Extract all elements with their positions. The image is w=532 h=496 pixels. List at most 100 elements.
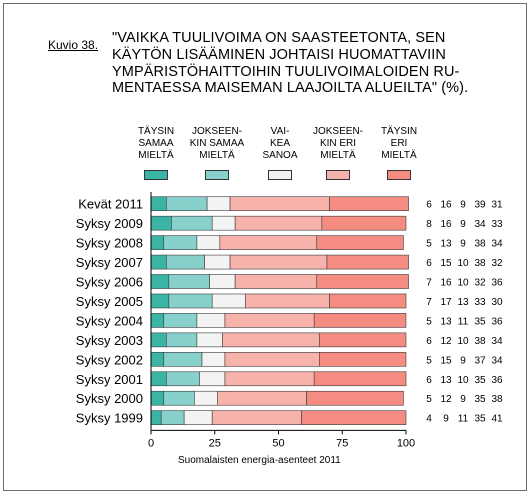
value-label: 13 xyxy=(440,316,452,327)
value-label: 9 xyxy=(443,414,449,425)
value-label: 9 xyxy=(460,219,466,230)
value-label: 11 xyxy=(458,316,469,327)
bar-segment xyxy=(234,215,323,231)
bar-segment xyxy=(329,293,407,309)
value-label: 35 xyxy=(474,316,486,327)
bar-segment xyxy=(171,215,213,231)
bar-segment xyxy=(150,352,165,367)
category-label: Syksy 2003 xyxy=(76,333,143,348)
category-label: Syksy 2007 xyxy=(76,255,143,270)
bar-segment xyxy=(211,293,246,309)
bar-segment xyxy=(306,390,404,406)
value-label: 34 xyxy=(491,239,503,250)
bar-segment xyxy=(163,235,198,250)
value-label: 35 xyxy=(474,414,486,425)
bar-segment xyxy=(326,254,409,270)
legend-swatch-taysin-samaa xyxy=(144,170,168,180)
bar-segment xyxy=(150,313,165,328)
bar-segment xyxy=(222,332,320,348)
value-label: 12 xyxy=(440,394,452,405)
bar-segment xyxy=(150,410,162,425)
x-tick-label: 75 xyxy=(336,437,348,449)
value-label: 38 xyxy=(491,394,503,405)
bar-segment xyxy=(201,352,226,367)
value-label: 4 xyxy=(426,414,432,425)
value-label: 5 xyxy=(426,316,432,327)
x-tick-label: 50 xyxy=(272,437,284,449)
bar-segment xyxy=(234,274,318,289)
bar-segment xyxy=(194,390,218,406)
value-label: 6 xyxy=(426,258,432,269)
legend-label-vaikea-sanoa: VAI- KEA SANOA xyxy=(262,126,298,161)
category-label: Syksy 2009 xyxy=(76,216,143,231)
legend-label-jokseenkin-eri: JOKSEEN- KIN ERI MIELTÄ xyxy=(312,126,363,161)
value-label: 39 xyxy=(474,200,486,211)
value-label: 5 xyxy=(426,239,432,250)
bar-segment xyxy=(224,352,320,367)
value-label: 34 xyxy=(491,355,503,366)
value-label: 12 xyxy=(440,336,452,347)
value-label: 9 xyxy=(460,394,466,405)
value-label: 16 xyxy=(440,278,452,289)
value-label: 36 xyxy=(491,375,503,386)
legend-swatch-vaikea-sanoa xyxy=(268,170,292,180)
value-label: 10 xyxy=(457,258,469,269)
bar-segment xyxy=(301,410,407,425)
value-label: 38 xyxy=(474,336,486,347)
bar-segment xyxy=(150,196,167,212)
value-label: 11 xyxy=(458,414,469,425)
bar-segment xyxy=(206,196,231,212)
bar-segment xyxy=(163,313,198,328)
x-tick-label: 25 xyxy=(209,437,221,449)
value-label: 35 xyxy=(474,394,486,405)
bar-segment xyxy=(196,332,223,348)
value-label: 15 xyxy=(440,355,452,366)
value-label: 13 xyxy=(440,375,452,386)
value-label: 33 xyxy=(474,297,486,308)
value-label: 13 xyxy=(440,239,452,250)
title-line: "VAIKKA TUULIVOIMA ON SAASTEETONTA, SEN xyxy=(112,30,446,46)
value-label: 5 xyxy=(426,355,432,366)
legend-swatch-jokseenkin-eri xyxy=(326,170,350,180)
bar-segment xyxy=(166,332,198,348)
bar-segment xyxy=(183,410,213,425)
bar-segment xyxy=(150,274,170,289)
bar-segment xyxy=(150,215,172,231)
bar-segment xyxy=(209,274,236,289)
bar-segment xyxy=(160,410,185,425)
legend-label-jokseenkin-samaa: JOKSEEN- KIN SAMAA MIELTÄ xyxy=(189,126,245,161)
source-caption: Suomalaisten energia-asenteet 2011 xyxy=(178,455,341,466)
legend-swatch-taysin-eri xyxy=(387,170,411,180)
value-label: 16 xyxy=(440,219,452,230)
category-label: Syksy 2006 xyxy=(76,275,143,290)
bar-segment xyxy=(313,313,407,328)
value-label: 36 xyxy=(491,316,503,327)
value-label: 38 xyxy=(474,258,486,269)
value-label: 32 xyxy=(491,258,503,269)
value-label: 8 xyxy=(426,219,432,230)
category-label: Kevät 2011 xyxy=(78,197,143,212)
value-label: 7 xyxy=(426,278,432,289)
value-label: 33 xyxy=(491,219,503,230)
value-label: 41 xyxy=(491,414,503,425)
bar-segment xyxy=(318,352,407,367)
bar-segment xyxy=(204,254,231,270)
bar-segment xyxy=(166,254,205,270)
chart-title: "VAIKKA TUULIVOIMA ON SAASTEETONTA, SEN … xyxy=(112,30,512,97)
figure-label: Kuvio 38. xyxy=(48,38,99,52)
bar-segment xyxy=(199,371,226,387)
value-label: 6 xyxy=(426,375,432,386)
bar-segment xyxy=(318,332,407,348)
bar-segment xyxy=(316,274,409,289)
value-label: 15 xyxy=(440,258,452,269)
value-label: 32 xyxy=(474,278,486,289)
bar-segment xyxy=(196,235,221,250)
category-label: Syksy 2002 xyxy=(76,352,143,367)
bar-segment xyxy=(150,254,167,270)
bar-segment xyxy=(150,371,167,387)
value-label: 37 xyxy=(474,355,486,366)
category-label: Syksy 2008 xyxy=(76,236,143,251)
value-label: 10 xyxy=(457,278,469,289)
value-label: 34 xyxy=(474,219,486,230)
value-label: 9 xyxy=(460,355,466,366)
